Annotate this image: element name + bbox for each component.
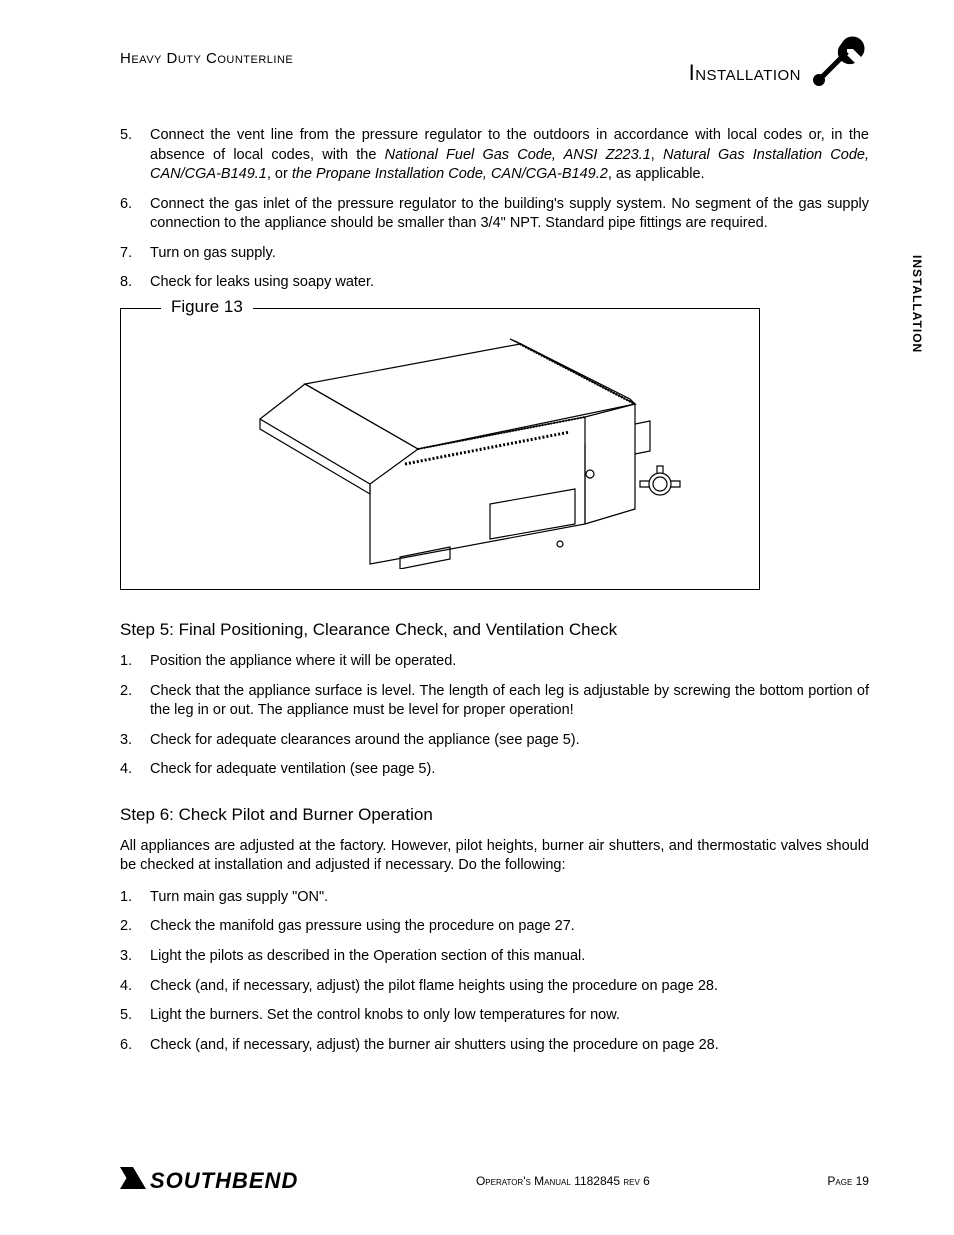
list-item: 3. Check for adequate clearances around t…: [120, 731, 869, 751]
step5-list: 1. Position the appliance where it will b…: [120, 652, 869, 780]
list-text: Check (and, if necessary, adjust) the pi…: [150, 978, 718, 994]
header-section: Installation: [689, 50, 869, 96]
list-number: 2.: [120, 682, 132, 702]
list-number: 3.: [120, 947, 132, 967]
footer-page-number: Page 19: [827, 1174, 869, 1188]
list-text: Connect the vent line from the pressure …: [150, 127, 869, 182]
list-item: 1. Position the appliance where it will b…: [120, 652, 869, 672]
figure-13-box: Figure 13: [120, 308, 760, 590]
list-item: 5. Connect the vent line from the pressur…: [120, 126, 869, 185]
list-item: 4. Check for adequate ventilation (see pa…: [120, 760, 869, 780]
list-number: 5.: [120, 126, 132, 146]
list-text: Position the appliance where it will be …: [150, 653, 456, 669]
list-number: 6.: [120, 195, 132, 215]
page-header: Heavy Duty Counterline Installation: [120, 50, 869, 96]
list-item: 7. Turn on gas supply.: [120, 244, 869, 264]
list-text: Light the pilots as described in the Ope…: [150, 948, 585, 964]
footer-manual-id: Operator's Manual 1182845 rev 6: [476, 1174, 650, 1188]
list-text: Connect the gas inlet of the pressure re…: [150, 196, 869, 232]
list-item: 4. Check (and, if necessary, adjust) the …: [120, 977, 869, 997]
list-item: 6. Connect the gas inlet of the pressure …: [120, 195, 869, 234]
list-number: 4.: [120, 977, 132, 997]
logo-mark-icon: [120, 1167, 146, 1195]
wrench-icon: [809, 35, 869, 96]
list-item: 2. Check the manifold gas pressure using …: [120, 917, 869, 937]
instruction-list-a: 5. Connect the vent line from the pressur…: [120, 126, 869, 293]
side-tab-installation: INSTALLATION: [910, 255, 924, 353]
list-text: Check for adequate clearances around the…: [150, 732, 580, 748]
step5-heading: Step 5: Final Positioning, Clearance Che…: [120, 620, 869, 640]
list-text: Turn on gas supply.: [150, 245, 276, 261]
list-text: Check the manifold gas pressure using th…: [150, 918, 575, 934]
list-item: 1. Turn main gas supply "ON".: [120, 888, 869, 908]
list-item: 8. Check for leaks using soapy water.: [120, 273, 869, 293]
list-item: 3. Light the pilots as described in the O…: [120, 947, 869, 967]
list-text: Check for leaks using soapy water.: [150, 274, 374, 290]
footer-logo: SOUTHBEND: [120, 1167, 298, 1195]
header-section-text: Installation: [689, 60, 801, 86]
footer-logo-text: SOUTHBEND: [150, 1168, 298, 1194]
header-product-line: Heavy Duty Counterline: [120, 50, 293, 67]
list-item: 5. Light the burners. Set the control kno…: [120, 1006, 869, 1026]
page-footer: SOUTHBEND Operator's Manual 1182845 rev …: [120, 1167, 869, 1195]
list-number: 4.: [120, 760, 132, 780]
list-text: Light the burners. Set the control knobs…: [150, 1007, 620, 1023]
list-number: 1.: [120, 652, 132, 672]
list-text: Check (and, if necessary, adjust) the bu…: [150, 1037, 719, 1053]
list-number: 2.: [120, 917, 132, 937]
list-number: 8.: [120, 273, 132, 293]
list-text: Check that the appliance surface is leve…: [150, 683, 869, 719]
step6-para: All appliances are adjusted at the facto…: [120, 837, 869, 876]
list-number: 3.: [120, 731, 132, 751]
step6-heading: Step 6: Check Pilot and Burner Operation: [120, 805, 869, 825]
figure-label: Figure 13: [161, 297, 253, 317]
list-text: Check for adequate ventilation (see page…: [150, 761, 435, 777]
list-text: Turn main gas supply "ON".: [150, 889, 328, 905]
list-number: 7.: [120, 244, 132, 264]
step6-list: 1. Turn main gas supply "ON". 2. Check the …: [120, 888, 869, 1055]
list-number: 5.: [120, 1006, 132, 1026]
list-number: 6.: [120, 1036, 132, 1056]
list-number: 1.: [120, 888, 132, 908]
list-item: 2. Check that the appliance surface is le…: [120, 682, 869, 721]
appliance-diagram: [190, 329, 690, 569]
list-item: 6. Check (and, if necessary, adjust) the …: [120, 1036, 869, 1056]
